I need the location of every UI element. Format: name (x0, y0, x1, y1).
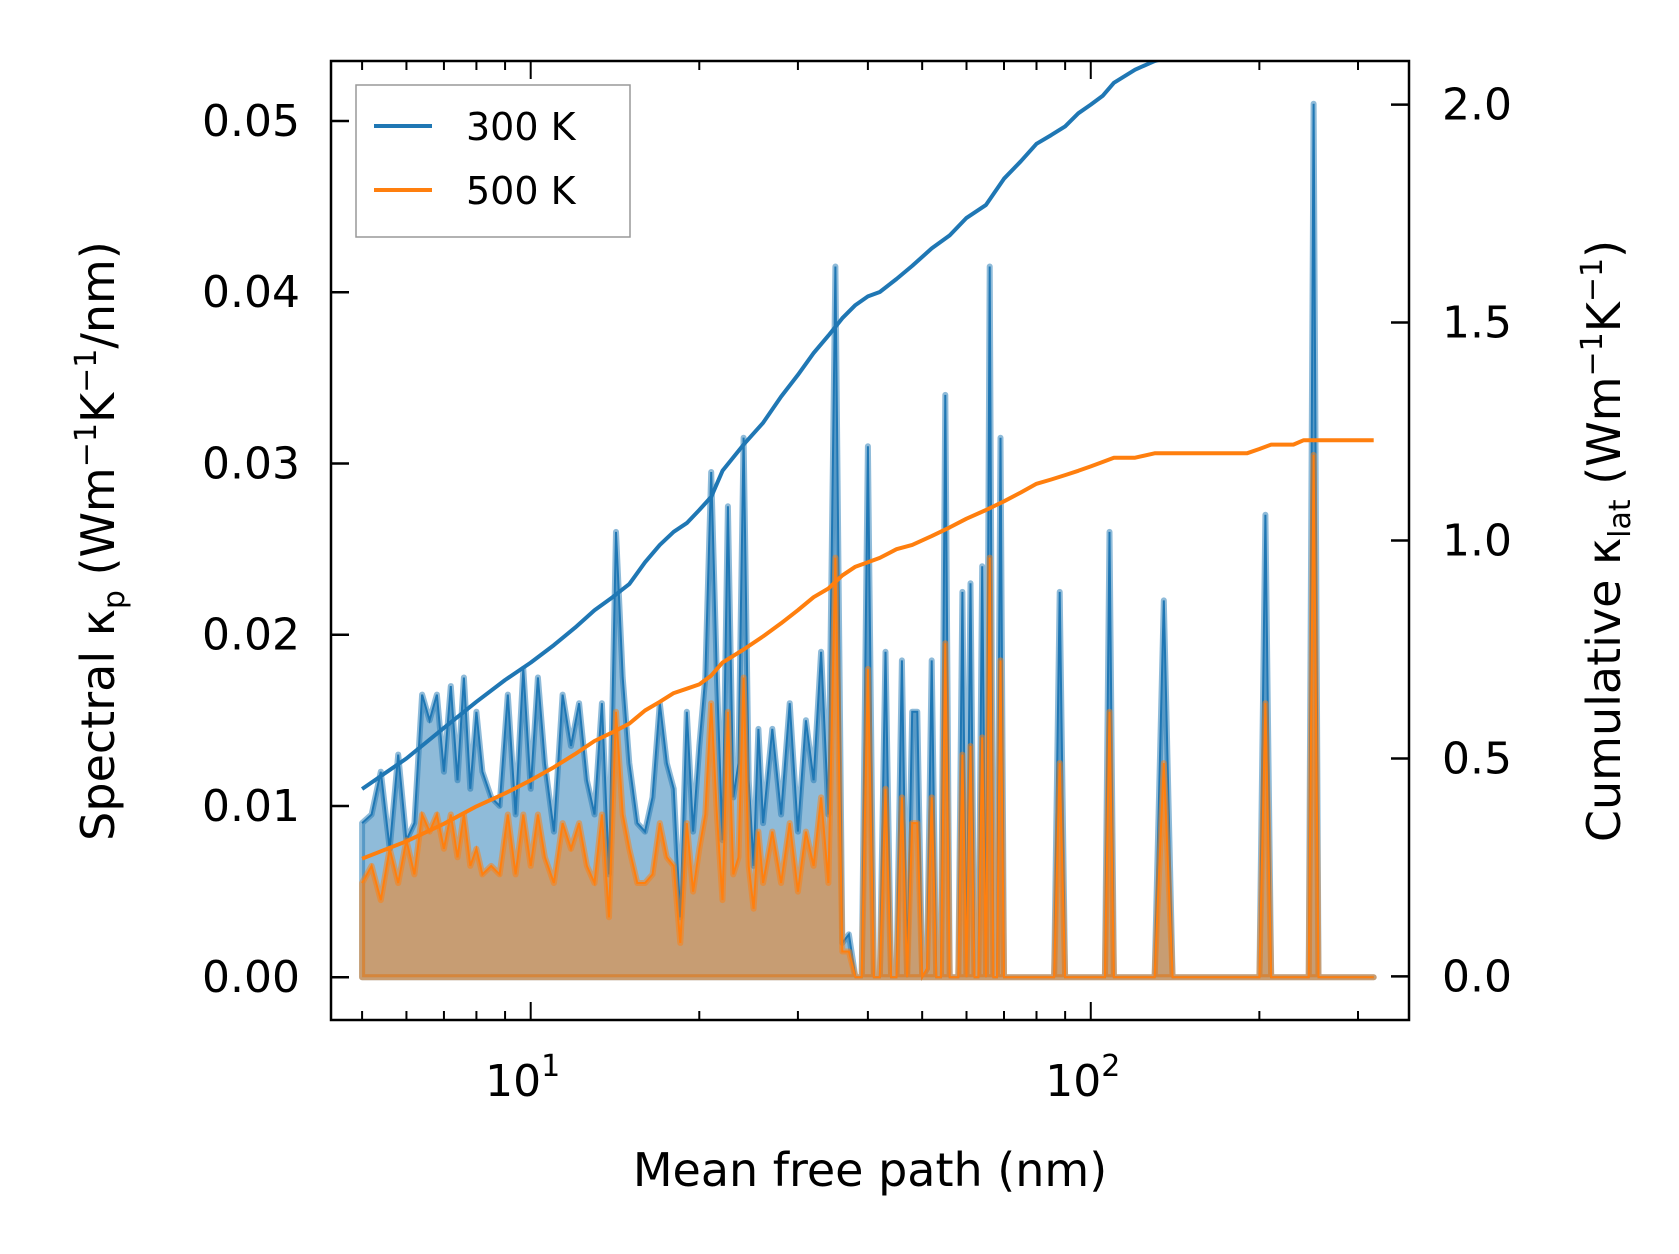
right-y-tick-label: 1.5 (1442, 298, 1512, 349)
right-y-tick-label: 1.0 (1442, 516, 1512, 567)
right-y-axis-label: Cumulative κlat (Wm−1K−1) (1575, 240, 1638, 842)
legend-label-300k: 300 K (466, 105, 577, 149)
left-y-tick-labels: 0.00 0.01 0.02 0.03 0.04 0.05 (202, 96, 300, 1003)
spectral-series-layer (359, 100, 1377, 981)
x-tick-label: 102 (1045, 1049, 1120, 1107)
left-y-axis-label: Spectral κp (Wm−1K−1/nm) (69, 241, 132, 841)
spectral-line-500k (361, 454, 1374, 981)
left-y-tick-label: 0.01 (202, 781, 300, 832)
legend-box (355, 84, 631, 238)
left-y-tick-label: 0.00 (202, 952, 300, 1003)
tick-marks (331, 61, 1409, 1020)
x-axis-label: Mean free path (nm) (633, 1143, 1107, 1197)
x-tick-labels: 101 102 (485, 1049, 1120, 1107)
left-y-tick-label: 0.03 (202, 438, 300, 489)
left-y-tick-label: 0.02 (202, 610, 300, 661)
legend-label-500k: 500 K (466, 169, 577, 213)
cumulative-series-layer (360, 61, 1374, 861)
x-tick-label: 101 (485, 1049, 560, 1107)
cumulative-line-500k (361, 438, 1374, 861)
left-y-tick-label: 0.04 (202, 267, 300, 318)
plot-frame (329, 59, 1411, 1022)
cumulative-line-300k (360, 61, 1163, 791)
right-y-tick-label: 2.0 (1442, 80, 1512, 131)
right-y-tick-labels: 0.0 0.5 1.0 1.5 2.0 (1442, 80, 1512, 1003)
right-y-tick-label: 0.5 (1442, 733, 1512, 784)
right-y-tick-label: 0.0 (1442, 951, 1512, 1002)
left-y-tick-label: 0.05 (202, 96, 300, 147)
legend: 300 K 500 K (355, 84, 631, 238)
